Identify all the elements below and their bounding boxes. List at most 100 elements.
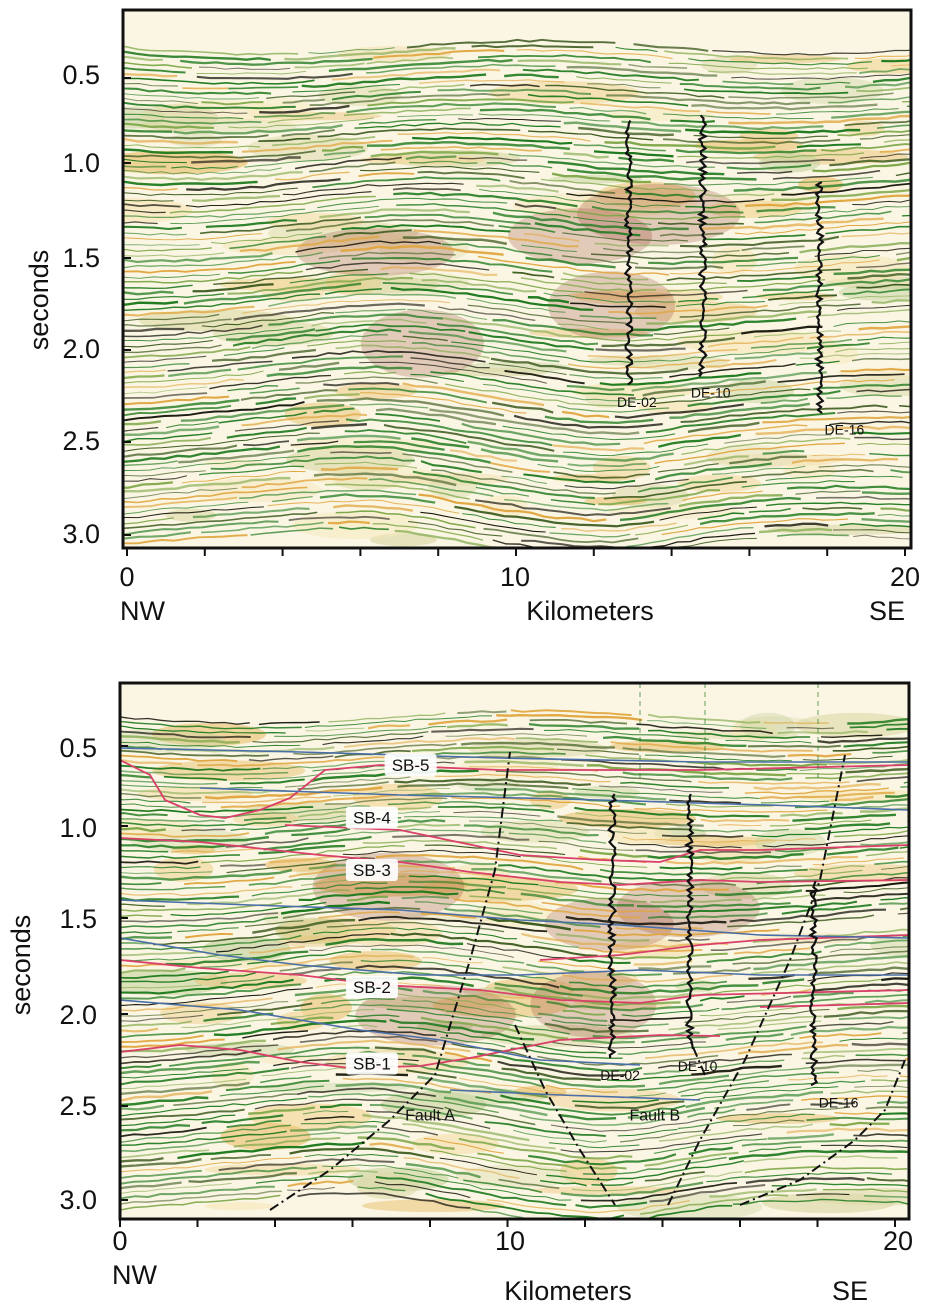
horizon-label-sb-4: SB-4	[353, 809, 391, 828]
seismic-reflector	[741, 245, 805, 252]
seismic-reflector	[754, 330, 841, 338]
seismic-reflector	[514, 203, 557, 210]
seismic-reflector	[123, 61, 192, 69]
seismic-reflector	[287, 1186, 335, 1192]
bottom-xlabel: Kilometers	[504, 1276, 632, 1306]
seismic-reflector	[120, 941, 153, 945]
seismic-reflector	[557, 815, 704, 827]
seismic-reflector	[572, 332, 741, 342]
seismic-reflector	[351, 256, 553, 273]
seismic-reflector	[755, 425, 911, 436]
horizon-pink	[284, 824, 909, 863]
seismic-reflector	[120, 978, 294, 995]
seismic-reflector	[173, 124, 343, 135]
seismic-reflector	[322, 1164, 459, 1179]
seismic-reflector	[691, 828, 789, 833]
seismic-reflector	[486, 162, 553, 169]
seismic-reflector	[745, 193, 911, 207]
seismic-reflector	[811, 982, 909, 993]
seismic-reflector	[258, 844, 346, 855]
seismic-reflector	[610, 741, 813, 753]
seismic-reflector	[120, 1038, 225, 1048]
seismic-reflector	[482, 383, 685, 402]
seismic-reflector	[123, 386, 208, 395]
seismic-reflector	[633, 43, 709, 52]
seismic-reflector	[645, 411, 836, 434]
seismic-reflector	[576, 76, 672, 84]
seismic-reflector	[120, 773, 152, 779]
seismic-reflector	[746, 1103, 791, 1111]
seismic-reflector	[857, 336, 911, 341]
seismic-reflector	[291, 349, 486, 363]
seismic-reflector	[120, 788, 287, 795]
seismic-reflector	[200, 963, 242, 968]
seismic-reflector	[665, 803, 774, 808]
seismic-reflector	[123, 432, 320, 452]
seismic-reflector	[733, 178, 911, 192]
seismic-reflector	[451, 796, 621, 808]
seismic-reflector	[764, 522, 829, 528]
seismic-reflector	[662, 138, 841, 145]
horizon-blue	[199, 787, 909, 811]
seismic-reflector	[248, 945, 305, 954]
seismic-reflector	[318, 911, 400, 919]
seismic-reflector	[751, 894, 826, 901]
seismic-texture-blob	[870, 934, 909, 956]
seismic-reflector	[849, 723, 909, 729]
seismic-reflector	[120, 914, 163, 917]
seismic-reflector	[763, 721, 829, 725]
seismic-reflector	[575, 1201, 648, 1209]
seismic-reflector	[566, 384, 625, 392]
seismic-reflector	[397, 1026, 607, 1054]
horizon-pink	[539, 934, 909, 961]
seismic-reflector	[628, 63, 688, 69]
seismic-reflector	[380, 146, 542, 152]
seismic-reflector	[802, 755, 893, 761]
seismic-reflector	[444, 907, 601, 929]
seismic-reflector	[826, 394, 902, 399]
seismic-reflector	[786, 727, 835, 730]
seismic-reflector	[425, 1192, 625, 1219]
seismic-reflector	[728, 1149, 909, 1161]
seismic-reflector	[295, 240, 441, 253]
seismic-reflector	[475, 499, 671, 517]
bottom-ytick-3.0: 3.0	[59, 1185, 97, 1215]
seismic-reflector	[658, 1053, 792, 1069]
seismic-reflector	[440, 1036, 506, 1048]
seismic-reflector	[796, 143, 862, 149]
fault-label-fault-b: Fault B	[629, 1107, 680, 1124]
seismic-reflector	[551, 1019, 608, 1027]
seismic-reflector	[293, 742, 457, 756]
seismic-reflector	[802, 506, 863, 511]
seismic-reflector	[820, 1144, 908, 1149]
seismic-reflector	[523, 473, 636, 484]
seismic-reflector	[569, 374, 663, 380]
seismic-reflector	[866, 851, 909, 857]
top-xlabel: Kilometers	[526, 596, 654, 626]
seismic-reflector	[688, 58, 872, 66]
seismic-reflector	[181, 828, 226, 832]
seismic-reflector	[609, 1016, 693, 1022]
seismic-texture-blob	[444, 367, 549, 377]
seismic-reflector	[123, 324, 263, 338]
seismic-reflector	[727, 914, 875, 928]
seismic-reflector	[711, 465, 806, 475]
seismic-reflector	[123, 247, 212, 252]
seismic-reflector	[289, 1147, 435, 1159]
seismic-reflector	[120, 934, 302, 951]
seismic-reflector	[305, 262, 490, 271]
seismic-reflector	[402, 235, 508, 246]
seismic-reflector	[490, 462, 550, 473]
seismic-texture-blob	[592, 455, 651, 480]
seismic-reflector	[586, 764, 787, 777]
seismic-reflector	[808, 966, 909, 977]
seismic-reflector	[469, 895, 522, 901]
seismic-reflector	[828, 96, 911, 104]
seismic-reflector	[494, 986, 681, 1007]
seismic-reflector	[777, 533, 849, 537]
seismic-reflector	[123, 395, 230, 406]
seismic-reflector	[830, 795, 874, 802]
seismic-reflector	[324, 797, 448, 805]
seismic-reflector	[120, 1068, 249, 1079]
seismic-reflector	[364, 213, 531, 225]
